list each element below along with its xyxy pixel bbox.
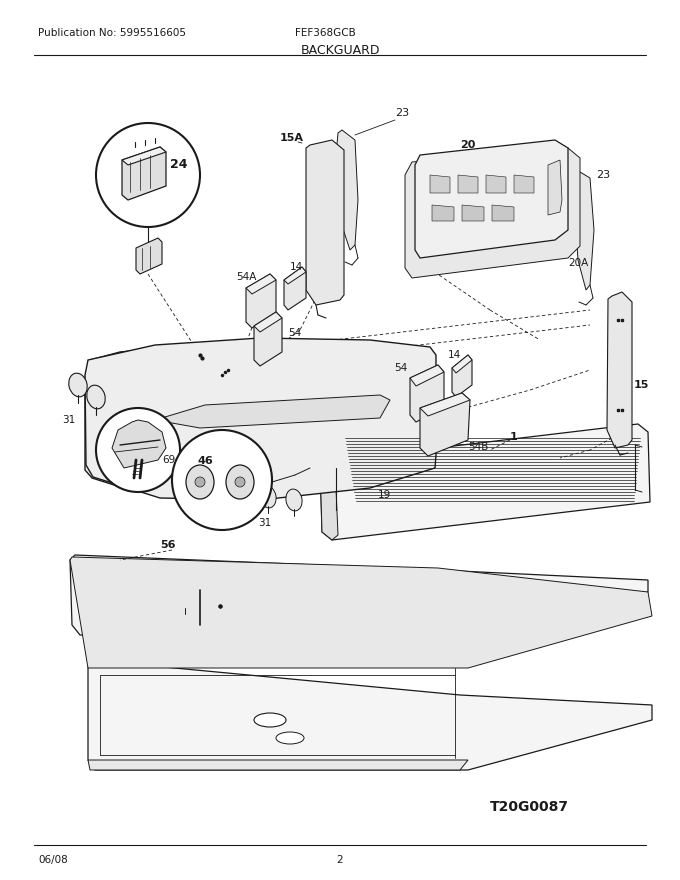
Polygon shape — [514, 175, 534, 193]
Polygon shape — [284, 267, 306, 310]
Text: 54: 54 — [288, 328, 301, 338]
Text: 20: 20 — [460, 140, 475, 150]
Text: 14: 14 — [290, 262, 303, 272]
Polygon shape — [336, 130, 358, 250]
Polygon shape — [246, 274, 276, 328]
Polygon shape — [486, 175, 506, 193]
Text: T20G0087: T20G0087 — [490, 800, 569, 814]
Ellipse shape — [226, 465, 254, 499]
Polygon shape — [112, 420, 166, 468]
Text: 54: 54 — [394, 363, 407, 373]
Text: BACKGUARD: BACKGUARD — [301, 44, 379, 57]
Circle shape — [172, 430, 272, 530]
Polygon shape — [548, 160, 562, 215]
Polygon shape — [452, 355, 472, 373]
Polygon shape — [492, 205, 514, 221]
Polygon shape — [88, 760, 468, 770]
Polygon shape — [122, 147, 166, 200]
Polygon shape — [432, 205, 454, 221]
Polygon shape — [607, 292, 632, 448]
Polygon shape — [246, 274, 276, 294]
Text: 20A: 20A — [568, 258, 588, 268]
Polygon shape — [306, 140, 344, 305]
Polygon shape — [410, 365, 444, 386]
Text: 31: 31 — [62, 415, 75, 425]
Polygon shape — [415, 140, 568, 258]
Polygon shape — [458, 175, 478, 193]
Text: 24: 24 — [170, 158, 188, 171]
Polygon shape — [430, 175, 450, 193]
Circle shape — [96, 123, 200, 227]
Text: 15: 15 — [634, 380, 649, 390]
Circle shape — [235, 477, 245, 487]
Text: 2: 2 — [337, 855, 343, 865]
Polygon shape — [85, 340, 435, 500]
Polygon shape — [284, 267, 306, 284]
Polygon shape — [405, 148, 580, 278]
Polygon shape — [462, 205, 484, 221]
Polygon shape — [136, 238, 162, 274]
Polygon shape — [70, 555, 648, 635]
Ellipse shape — [69, 373, 87, 397]
Text: 56: 56 — [160, 540, 175, 550]
Text: 14: 14 — [448, 350, 461, 360]
Text: 1: 1 — [510, 432, 517, 442]
Polygon shape — [452, 355, 472, 397]
Polygon shape — [410, 365, 444, 422]
Ellipse shape — [87, 385, 105, 409]
Ellipse shape — [260, 486, 276, 508]
Polygon shape — [320, 462, 338, 540]
Text: 19: 19 — [378, 490, 391, 500]
Polygon shape — [254, 312, 282, 366]
Polygon shape — [420, 393, 470, 416]
Ellipse shape — [186, 465, 214, 499]
Ellipse shape — [286, 489, 302, 511]
Polygon shape — [254, 312, 282, 332]
Text: 06/08: 06/08 — [38, 855, 68, 865]
Text: 23: 23 — [395, 108, 409, 118]
Text: FEF368GCB: FEF368GCB — [295, 28, 356, 38]
Text: 54B: 54B — [468, 442, 488, 452]
Polygon shape — [574, 172, 594, 290]
Ellipse shape — [254, 713, 286, 727]
Ellipse shape — [276, 732, 304, 744]
Polygon shape — [122, 147, 166, 165]
Circle shape — [195, 477, 205, 487]
Text: 54A: 54A — [236, 272, 256, 282]
Text: 15A: 15A — [280, 133, 304, 143]
Text: Publication No: 5995516605: Publication No: 5995516605 — [38, 28, 186, 38]
Polygon shape — [85, 338, 436, 500]
Polygon shape — [420, 393, 470, 456]
Text: 69: 69 — [162, 455, 175, 465]
Polygon shape — [88, 660, 652, 770]
Text: 46: 46 — [198, 456, 214, 466]
Text: 31: 31 — [258, 518, 271, 528]
Polygon shape — [70, 557, 652, 668]
Polygon shape — [320, 424, 650, 540]
Text: 23: 23 — [596, 170, 610, 180]
Polygon shape — [96, 360, 435, 500]
Polygon shape — [155, 395, 390, 428]
Circle shape — [96, 408, 180, 492]
